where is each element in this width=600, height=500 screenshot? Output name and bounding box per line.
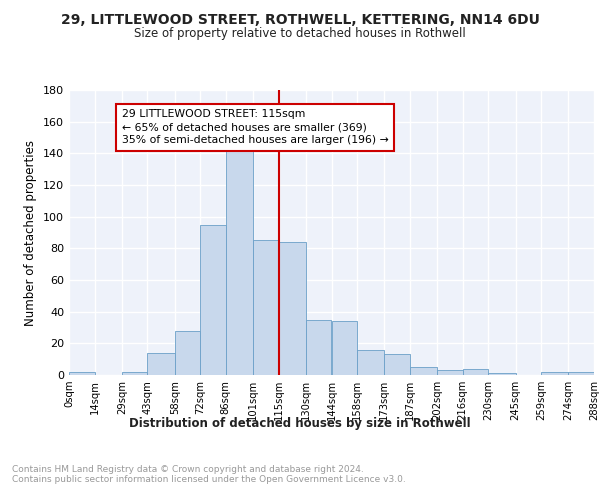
- Text: Distribution of detached houses by size in Rothwell: Distribution of detached houses by size …: [129, 418, 471, 430]
- Text: Contains HM Land Registry data © Crown copyright and database right 2024.
Contai: Contains HM Land Registry data © Crown c…: [12, 465, 406, 484]
- Bar: [122, 372, 148, 375]
- Bar: [331, 321, 357, 375]
- Bar: [306, 320, 331, 375]
- Bar: [69, 372, 95, 375]
- Bar: [148, 353, 175, 375]
- Bar: [488, 374, 515, 375]
- Text: 29, LITTLEWOOD STREET, ROTHWELL, KETTERING, NN14 6DU: 29, LITTLEWOOD STREET, ROTHWELL, KETTERI…: [61, 12, 539, 26]
- Bar: [175, 330, 200, 375]
- Bar: [226, 140, 253, 375]
- Bar: [357, 350, 385, 375]
- Bar: [385, 354, 410, 375]
- Y-axis label: Number of detached properties: Number of detached properties: [25, 140, 37, 326]
- Bar: [541, 372, 568, 375]
- Bar: [568, 372, 594, 375]
- Bar: [253, 240, 278, 375]
- Text: Size of property relative to detached houses in Rothwell: Size of property relative to detached ho…: [134, 28, 466, 40]
- Bar: [463, 368, 488, 375]
- Bar: [410, 367, 437, 375]
- Text: 29 LITTLEWOOD STREET: 115sqm
← 65% of detached houses are smaller (369)
35% of s: 29 LITTLEWOOD STREET: 115sqm ← 65% of de…: [122, 109, 389, 146]
- Bar: [437, 370, 463, 375]
- Bar: [278, 242, 306, 375]
- Bar: [200, 224, 226, 375]
